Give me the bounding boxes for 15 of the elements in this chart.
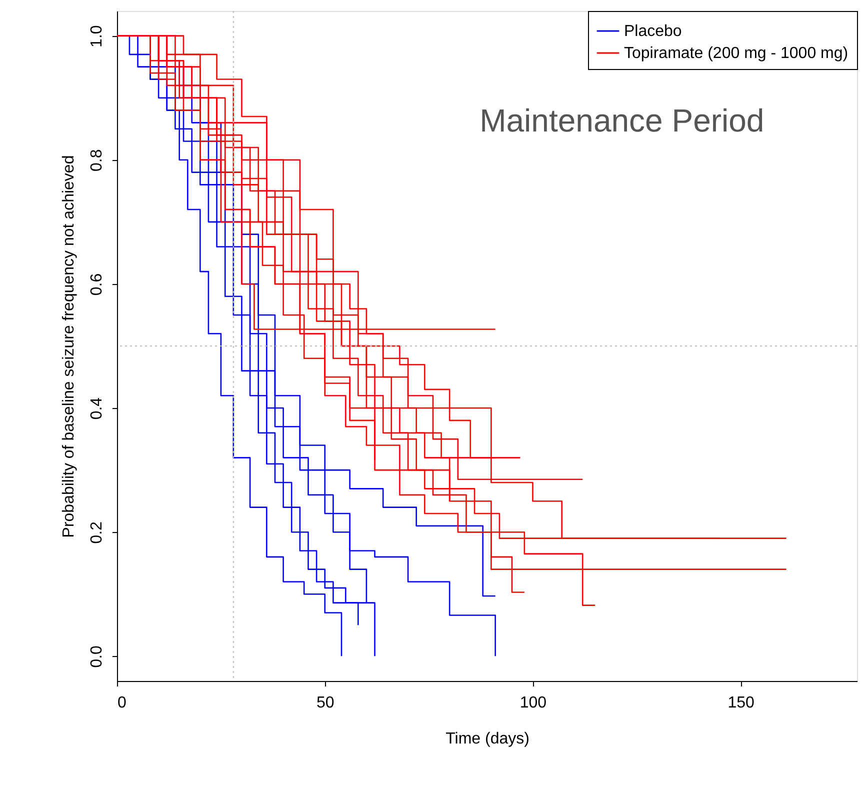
y-tick-label: 1.0 (88, 25, 106, 48)
x-axis-title: Time (days) (446, 730, 530, 748)
x-tick-label: 100 (520, 694, 547, 712)
y-tick-label: 0.6 (88, 273, 106, 296)
legend-label: Placebo (624, 23, 682, 40)
y-tick-label: 0.2 (88, 521, 106, 544)
x-tick-label: 50 (316, 694, 334, 712)
y-tick-label: 0.8 (88, 149, 106, 172)
legend-label: Topiramate (200 mg - 1000 mg) (624, 45, 848, 62)
y-tick-label: 0.0 (88, 645, 106, 668)
x-tick-label: 0 (118, 694, 126, 712)
y-axis-title: Probability of baseline seizure frequency not achieved (60, 155, 78, 538)
x-tick-label: 150 (728, 694, 755, 712)
annotation: Maintenance Period (480, 102, 764, 139)
y-tick-label: 0.4 (88, 397, 106, 420)
